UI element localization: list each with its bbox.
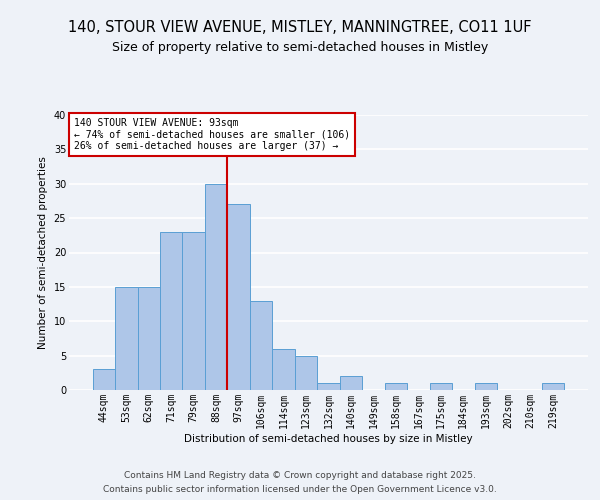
Text: Size of property relative to semi-detached houses in Mistley: Size of property relative to semi-detach… bbox=[112, 41, 488, 54]
Bar bbox=[475, 383, 497, 390]
Bar bbox=[137, 287, 160, 390]
Bar bbox=[340, 376, 362, 390]
Text: 140 STOUR VIEW AVENUE: 93sqm
← 74% of semi-detached houses are smaller (106)
26%: 140 STOUR VIEW AVENUE: 93sqm ← 74% of se… bbox=[74, 118, 350, 151]
Bar bbox=[385, 383, 407, 390]
Bar bbox=[205, 184, 227, 390]
Text: Contains public sector information licensed under the Open Government Licence v3: Contains public sector information licen… bbox=[103, 484, 497, 494]
Bar bbox=[542, 383, 565, 390]
Bar bbox=[250, 300, 272, 390]
Bar bbox=[115, 287, 137, 390]
Y-axis label: Number of semi-detached properties: Number of semi-detached properties bbox=[38, 156, 48, 349]
Bar bbox=[92, 370, 115, 390]
Bar bbox=[182, 232, 205, 390]
Bar bbox=[430, 383, 452, 390]
Text: Contains HM Land Registry data © Crown copyright and database right 2025.: Contains HM Land Registry data © Crown c… bbox=[124, 472, 476, 480]
Bar bbox=[272, 349, 295, 390]
Bar bbox=[295, 356, 317, 390]
Text: 140, STOUR VIEW AVENUE, MISTLEY, MANNINGTREE, CO11 1UF: 140, STOUR VIEW AVENUE, MISTLEY, MANNING… bbox=[68, 20, 532, 35]
Bar bbox=[160, 232, 182, 390]
Bar bbox=[317, 383, 340, 390]
X-axis label: Distribution of semi-detached houses by size in Mistley: Distribution of semi-detached houses by … bbox=[184, 434, 473, 444]
Bar bbox=[227, 204, 250, 390]
